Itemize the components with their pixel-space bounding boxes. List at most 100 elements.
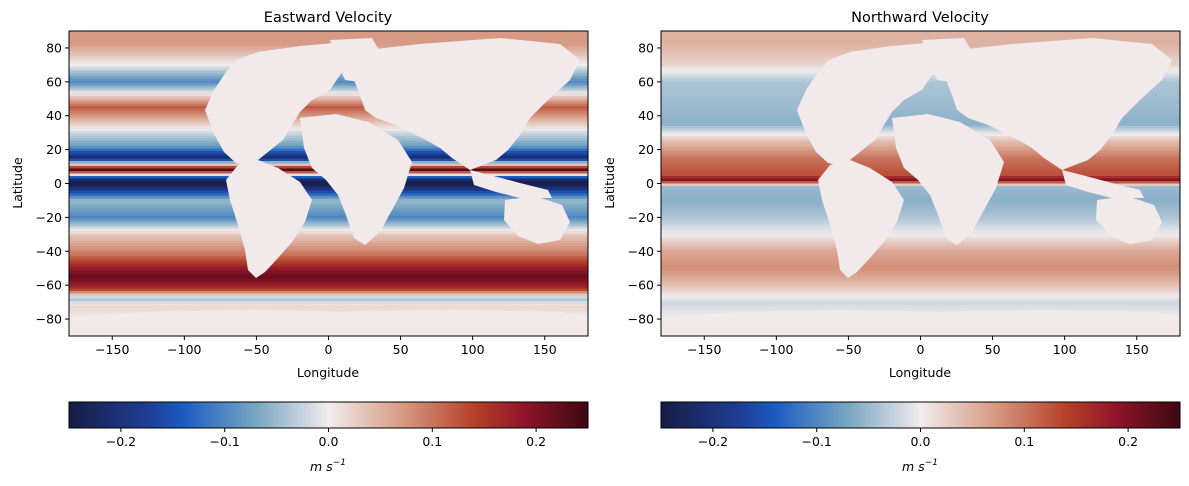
heatmap-band bbox=[69, 276, 588, 280]
heatmap-band bbox=[661, 221, 1180, 225]
heatmap-band bbox=[661, 206, 1180, 210]
heatmap-band bbox=[661, 248, 1180, 252]
heatmap-band bbox=[661, 223, 1180, 227]
heatmap-band bbox=[69, 233, 588, 237]
heatmap-band bbox=[69, 223, 588, 227]
y-tick-label: 80 bbox=[46, 40, 62, 55]
colorbar-tick-label: 0.1 bbox=[422, 434, 442, 449]
heatmap-band bbox=[69, 188, 588, 192]
heatmap-band bbox=[69, 193, 588, 197]
colorbar-label-base: m s bbox=[310, 459, 333, 474]
heatmap-band bbox=[661, 233, 1180, 237]
x-tick-label: 50 bbox=[985, 342, 1001, 357]
heatmap-band bbox=[69, 203, 588, 207]
heatmap-band bbox=[661, 91, 1180, 95]
heatmap-band bbox=[69, 33, 588, 37]
heatmap-band bbox=[69, 103, 588, 107]
heatmap-band bbox=[69, 308, 588, 312]
heatmap-band bbox=[69, 93, 588, 97]
x-tick-label: 0 bbox=[917, 342, 925, 357]
heatmap-band bbox=[661, 243, 1180, 247]
heatmap-band bbox=[69, 261, 588, 265]
heatmap-band bbox=[69, 248, 588, 252]
heatmap-band bbox=[69, 218, 588, 222]
heatmap-band bbox=[69, 231, 588, 235]
heatmap-band bbox=[69, 221, 588, 225]
colorbar-label-exponent: −1 bbox=[333, 458, 346, 468]
y-tick-label: −80 bbox=[36, 312, 62, 327]
heatmap-band bbox=[661, 101, 1180, 105]
heatmap-band bbox=[661, 258, 1180, 262]
heatmap-band bbox=[661, 236, 1180, 240]
colorbar-tick-label: 0.0 bbox=[911, 434, 931, 449]
heatmap-band bbox=[69, 96, 588, 100]
colorbar-tick-label: −0.2 bbox=[698, 434, 728, 449]
heatmap-band bbox=[69, 236, 588, 240]
heatmap-band bbox=[69, 291, 588, 295]
heatmap-band bbox=[69, 273, 588, 277]
y-tick-label: −60 bbox=[628, 278, 654, 293]
heatmap-band bbox=[69, 241, 588, 245]
heatmap-band bbox=[69, 206, 588, 210]
heatmap-band bbox=[69, 108, 588, 112]
x-tick-label: −100 bbox=[167, 342, 201, 357]
heatmap-band bbox=[661, 103, 1180, 107]
heatmap-band bbox=[69, 268, 588, 272]
heatmap-band bbox=[69, 191, 588, 195]
heatmap-band bbox=[69, 251, 588, 255]
heatmap-band bbox=[661, 301, 1180, 305]
heatmap-band bbox=[69, 263, 588, 267]
heatmap-band bbox=[69, 246, 588, 250]
heatmap-band bbox=[69, 298, 588, 302]
axes: −150 −100 −50 0 50 100 150 −80 −60 −40 −20 0 20 40 60 8… bbox=[628, 40, 1149, 357]
x-tick-label: −50 bbox=[835, 342, 861, 357]
x-tick-label: −100 bbox=[759, 342, 793, 357]
y-tick-label: 20 bbox=[46, 142, 62, 157]
heatmap-band bbox=[661, 278, 1180, 282]
heatmap-band bbox=[661, 306, 1180, 310]
colorbar-label-base: m s bbox=[902, 459, 925, 474]
heatmap-band bbox=[661, 208, 1180, 212]
panel-title: Northward Velocity bbox=[851, 10, 989, 26]
heatmap-band bbox=[661, 231, 1180, 235]
heatmap-band bbox=[69, 216, 588, 220]
heatmap-band bbox=[69, 258, 588, 262]
colorbar-ticks: −0.2 −0.1 0.0 0.1 0.2 bbox=[106, 428, 546, 449]
colorbar-tick-label: 0.2 bbox=[526, 434, 546, 449]
heatmap-band bbox=[69, 228, 588, 232]
heatmap-band bbox=[661, 263, 1180, 267]
heatmap-band bbox=[69, 303, 588, 307]
land-mask bbox=[661, 38, 1180, 336]
heatmap-band bbox=[69, 31, 588, 35]
x-tick-label: 0 bbox=[325, 342, 333, 357]
heatmap-band bbox=[661, 281, 1180, 285]
northward-panel: Northward Velocity −150 −100 −50 0 50 100 150−… bbox=[602, 10, 1181, 474]
heatmap-band bbox=[661, 106, 1180, 110]
heatmap-band bbox=[69, 243, 588, 247]
heatmap-band bbox=[661, 33, 1180, 37]
heatmap-band bbox=[661, 303, 1180, 307]
heatmap-band bbox=[661, 298, 1180, 302]
heatmap-band bbox=[661, 218, 1180, 222]
heatmap-band bbox=[661, 268, 1180, 272]
heatmap-band bbox=[661, 238, 1180, 242]
heatmap-band bbox=[661, 186, 1180, 190]
heatmap-band bbox=[661, 216, 1180, 220]
heatmap-band bbox=[69, 201, 588, 205]
colorbar-tick-label: 0.1 bbox=[1014, 434, 1034, 449]
heatmap-band bbox=[69, 208, 588, 212]
colorbar bbox=[660, 401, 1181, 429]
heatmap-band bbox=[661, 241, 1180, 245]
heatmap-band bbox=[661, 38, 1180, 42]
colorbar-label: m s−1 bbox=[902, 458, 938, 474]
colorbar-tick-label: −0.1 bbox=[210, 434, 240, 449]
heatmap-band bbox=[661, 41, 1180, 45]
colorbar-tick-label: −0.2 bbox=[106, 434, 136, 449]
heatmap-band bbox=[69, 278, 588, 282]
heatmap-band bbox=[661, 253, 1180, 257]
heatmap-band bbox=[661, 276, 1180, 280]
colorbar-tick-label: −0.1 bbox=[802, 434, 832, 449]
heatmap-band bbox=[661, 226, 1180, 230]
heatmap-band bbox=[69, 286, 588, 290]
heatmap-band bbox=[69, 211, 588, 215]
